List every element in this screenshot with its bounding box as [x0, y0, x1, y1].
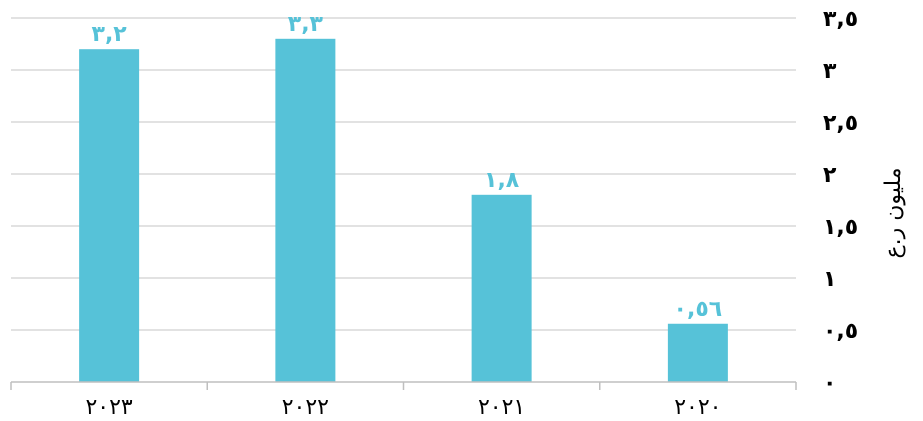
x-tick-label: ٢٠٢١	[478, 395, 525, 420]
y-tick-label: ٠	[823, 371, 836, 396]
bar	[667, 323, 728, 382]
data-labels: ٣,٢ ٣,٣ ١,٨ ٠,٥٦	[92, 12, 723, 322]
data-label: ٣,٢	[92, 22, 128, 47]
y-tick-label: ٣,٥	[823, 7, 858, 32]
bars	[79, 38, 728, 383]
y-tick-label: ١	[823, 267, 836, 292]
y-axis-title: مليون ر.ع	[881, 168, 906, 259]
y-tick-label: ١,٥	[823, 215, 858, 240]
bar	[79, 49, 140, 382]
x-axis: ٢٠٢٣ ٢٠٢٢ ٢٠٢١ ٢٠٢٠	[10, 381, 797, 420]
bar	[471, 194, 532, 382]
y-tick-label: ٢	[823, 163, 837, 188]
bar	[275, 38, 336, 383]
y-tick-label: ٣	[823, 59, 837, 84]
x-tick-label: ٢٠٢٣	[85, 395, 132, 420]
x-tick-label: ٢٠٢٠	[674, 395, 721, 420]
data-label: ١,٨	[484, 168, 520, 193]
data-label: ٠,٥٦	[674, 297, 723, 322]
y-tick-label: ٠,٥	[823, 319, 858, 344]
y-axis: ٠ ٠,٥ ١ ١,٥ ٢ ٢,٥ ٣ ٣,٥	[823, 7, 858, 396]
data-label: ٣,٣	[288, 12, 324, 37]
gridlines	[11, 17, 796, 331]
y-tick-label: ٢,٥	[823, 111, 858, 136]
x-tick-label: ٢٠٢٢	[282, 395, 329, 420]
